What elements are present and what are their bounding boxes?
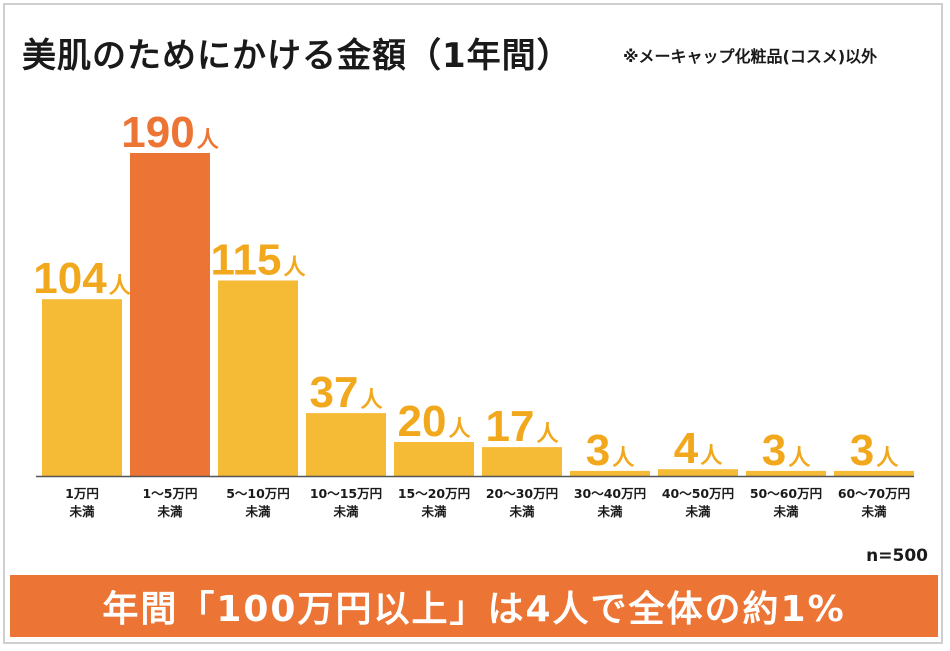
chart-subtitle: ※メーキャップ化粧品(コスメ)以外 [623, 47, 878, 66]
tick-label: 未満 [508, 504, 535, 519]
data-label: 4人 [674, 424, 723, 473]
bar [834, 470, 914, 476]
tick-label: 10～15万円 [310, 486, 382, 501]
data-label: 3人 [762, 426, 811, 475]
data-label: 20人 [398, 397, 471, 446]
sample-size: n=500 [866, 546, 928, 566]
bar [218, 280, 298, 476]
data-label: 37人 [310, 368, 383, 417]
tick-label: 5～10万円 [226, 486, 290, 501]
tick-label: 未満 [244, 504, 271, 519]
bar [746, 470, 826, 476]
bar [658, 469, 738, 476]
tick-label: 未満 [332, 504, 359, 519]
chart-frame [3, 3, 943, 644]
tick-label: 未満 [772, 504, 799, 519]
tick-label: 60～70万円 [838, 486, 910, 501]
data-label: 104人 [33, 254, 130, 303]
data-label: 3人 [586, 426, 635, 475]
tick-label: 未満 [420, 504, 447, 519]
data-label: 115人 [211, 236, 306, 285]
bar [42, 299, 122, 476]
bar-chart: 104人1万円未満190人1～5万円未満115人5～10万円未満37人10～15… [33, 108, 914, 519]
bar [306, 413, 386, 476]
tick-label: 50～60万円 [750, 486, 822, 501]
data-label: 17人 [486, 402, 559, 451]
tick-label: 40～50万円 [662, 486, 734, 501]
tick-label: 1万円 [65, 486, 99, 501]
tick-label: 15～20万円 [398, 486, 470, 501]
data-label: 190人 [121, 108, 218, 157]
data-label: 3人 [850, 426, 899, 475]
tick-label: 未満 [156, 504, 183, 519]
bar [130, 153, 210, 476]
bar [482, 447, 562, 476]
tick-label: 20～30万円 [486, 486, 558, 501]
summary-banner-text: 年間「100万円以上」は4人で全体の約1% [102, 589, 846, 630]
tick-label: 1～5万円 [143, 486, 198, 501]
summary-banner: 年間「100万円以上」は4人で全体の約1% [10, 575, 938, 637]
tick-label: 未満 [860, 504, 887, 519]
chart-title: 美肌のためにかける金額（1年間） [22, 36, 572, 76]
tick-label: 未満 [596, 504, 623, 519]
bar [394, 442, 474, 476]
tick-label: 未満 [68, 504, 95, 519]
bar [570, 470, 650, 476]
tick-label: 未満 [684, 504, 711, 519]
tick-label: 30～40万円 [574, 486, 646, 501]
